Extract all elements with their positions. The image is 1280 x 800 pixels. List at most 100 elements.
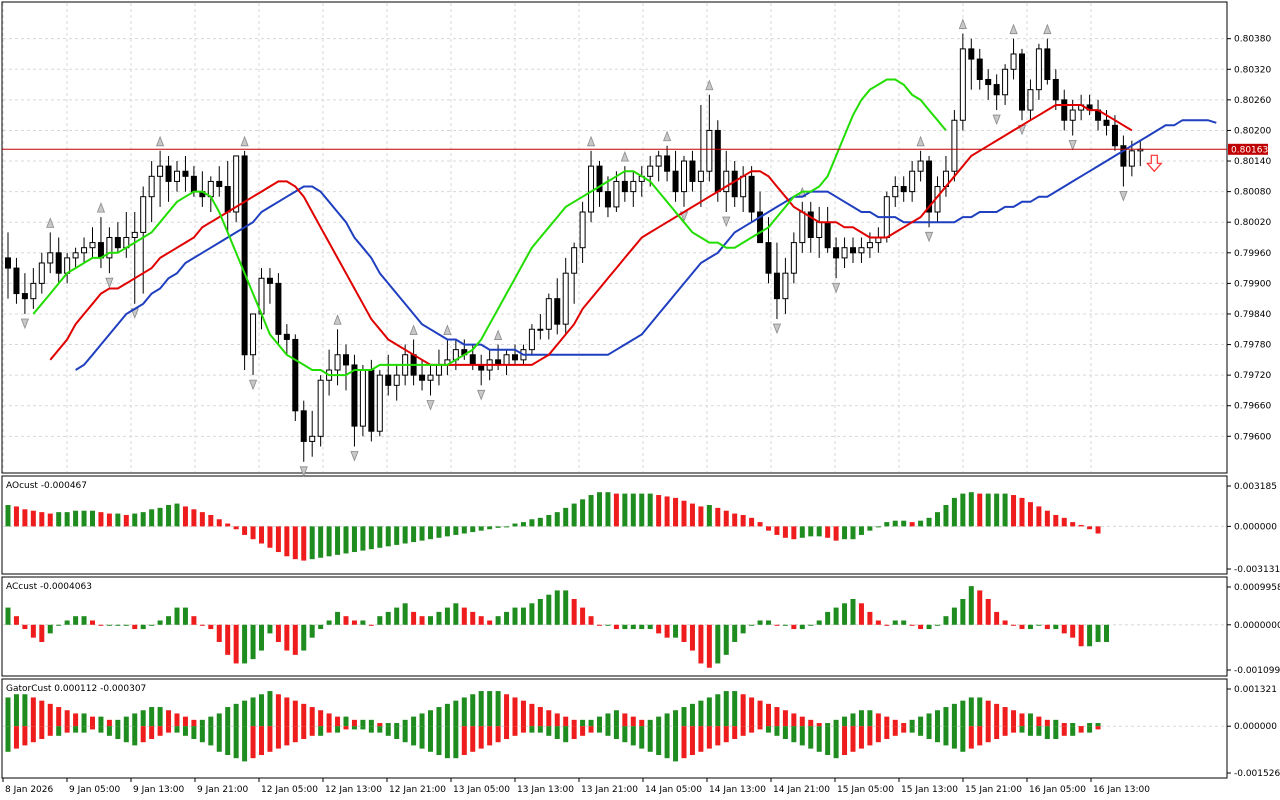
histogram-bar [757, 726, 763, 730]
histogram-bar [216, 726, 222, 752]
histogram-bar [394, 526, 400, 545]
histogram-bar [1087, 526, 1093, 530]
histogram-bar [892, 520, 898, 527]
histogram-bar [563, 726, 569, 743]
histogram-bar [656, 716, 662, 727]
histogram-bar [132, 513, 138, 527]
price-tick-label: 0.80260 [1234, 96, 1271, 106]
histogram-bar [309, 526, 315, 560]
histogram-bar [749, 624, 755, 626]
time-tick-label: 13 Jan 21:00 [581, 785, 638, 795]
histogram-bar [377, 726, 383, 733]
histogram-bar [909, 726, 915, 733]
bear-candle [241, 155, 248, 356]
histogram-bar [639, 726, 645, 749]
bull-candle [30, 282, 37, 300]
bear-candle [554, 298, 561, 325]
histogram-bar [639, 624, 645, 630]
bear-candle [1103, 119, 1110, 126]
histogram-bar [529, 726, 535, 733]
histogram-bar [968, 726, 974, 749]
histogram-bar [98, 716, 104, 727]
histogram-bar [977, 697, 983, 727]
histogram-bar [723, 726, 729, 743]
histogram-bar [892, 719, 898, 727]
bear-candle [165, 165, 172, 182]
histogram-bar [326, 726, 332, 733]
histogram-bar [149, 707, 155, 727]
histogram-bar [994, 726, 1000, 740]
histogram-bar [199, 624, 205, 626]
time-axis: 8 Jan 2026 9 Jan 05:00 9 Jan 13:00 9 Jan 21… [2, 778, 1150, 795]
time-tick-label: 15 Jan 05:00 [837, 785, 894, 795]
histogram-bar [774, 526, 780, 535]
bull-candle [174, 170, 180, 182]
histogram-bar [1002, 707, 1008, 727]
histogram-bar [1095, 726, 1101, 730]
histogram-bar [1036, 716, 1042, 727]
bear-candle [343, 354, 349, 366]
histogram-bar [580, 607, 586, 625]
bear-candle [419, 374, 426, 381]
histogram-bar [267, 726, 273, 752]
histogram-bar [444, 703, 450, 727]
histogram-bar [106, 624, 112, 626]
histogram-bar [875, 526, 881, 528]
price-tick-label: 0.80320 [1234, 65, 1271, 75]
histogram-bar [174, 503, 180, 527]
histogram-bar [411, 611, 417, 625]
histogram-bar [681, 726, 687, 759]
histogram-bar [681, 707, 687, 727]
histogram-bar [918, 716, 924, 727]
histogram-bar [351, 719, 357, 727]
histogram-bar [106, 513, 112, 527]
histogram-bar [56, 512, 62, 527]
histogram-bar [1061, 723, 1067, 727]
bull-candle [613, 180, 620, 208]
histogram-bar [309, 707, 315, 727]
ac-axis: 0.0009958 0.0000000 -0.0010993 [1227, 583, 1280, 676]
bear-candle [748, 175, 755, 213]
histogram-bar [470, 611, 476, 625]
histogram-bar [520, 522, 526, 527]
histogram-bar [174, 607, 180, 625]
bull-candle [1027, 89, 1034, 111]
bear-candle [114, 237, 121, 249]
ao-pane-frame [1, 475, 1228, 575]
histogram-bar [732, 513, 738, 527]
moving-average-lines [32, 78, 1217, 377]
histogram-bar [140, 726, 146, 743]
histogram-bar [520, 700, 526, 727]
histogram-bar [478, 691, 484, 727]
histogram-bar [461, 726, 467, 755]
histogram-bar [698, 700, 704, 727]
histogram-bar [1095, 624, 1101, 642]
histogram-bar [470, 726, 476, 752]
bull-candle [630, 180, 637, 193]
fractal-down-icon [248, 379, 258, 391]
histogram-bar [419, 616, 425, 625]
fractal-up-icon [443, 324, 452, 335]
histogram-bar [1011, 495, 1017, 527]
histogram-bar [504, 694, 510, 727]
histogram-bar [428, 726, 433, 752]
price-tick-label: 0.79660 [1234, 402, 1271, 412]
histogram-bar [360, 726, 366, 730]
bull-candle [1035, 48, 1042, 91]
histogram-bar [360, 719, 366, 727]
fractal-down-icon [299, 466, 308, 477]
histogram-bar [309, 726, 315, 736]
histogram-bar [351, 526, 357, 553]
histogram-bar [850, 599, 856, 625]
fractal-up-icon [1043, 23, 1052, 35]
bull-candle [72, 252, 79, 259]
histogram-bar [453, 726, 459, 759]
bear-candle [266, 277, 273, 284]
price-tick-label: 0.80380 [1234, 35, 1271, 45]
histogram-bar [875, 713, 881, 727]
ma-line [75, 119, 1217, 371]
histogram-bar [740, 514, 746, 527]
histogram-bar [1002, 726, 1008, 736]
bear-candle [824, 221, 831, 249]
